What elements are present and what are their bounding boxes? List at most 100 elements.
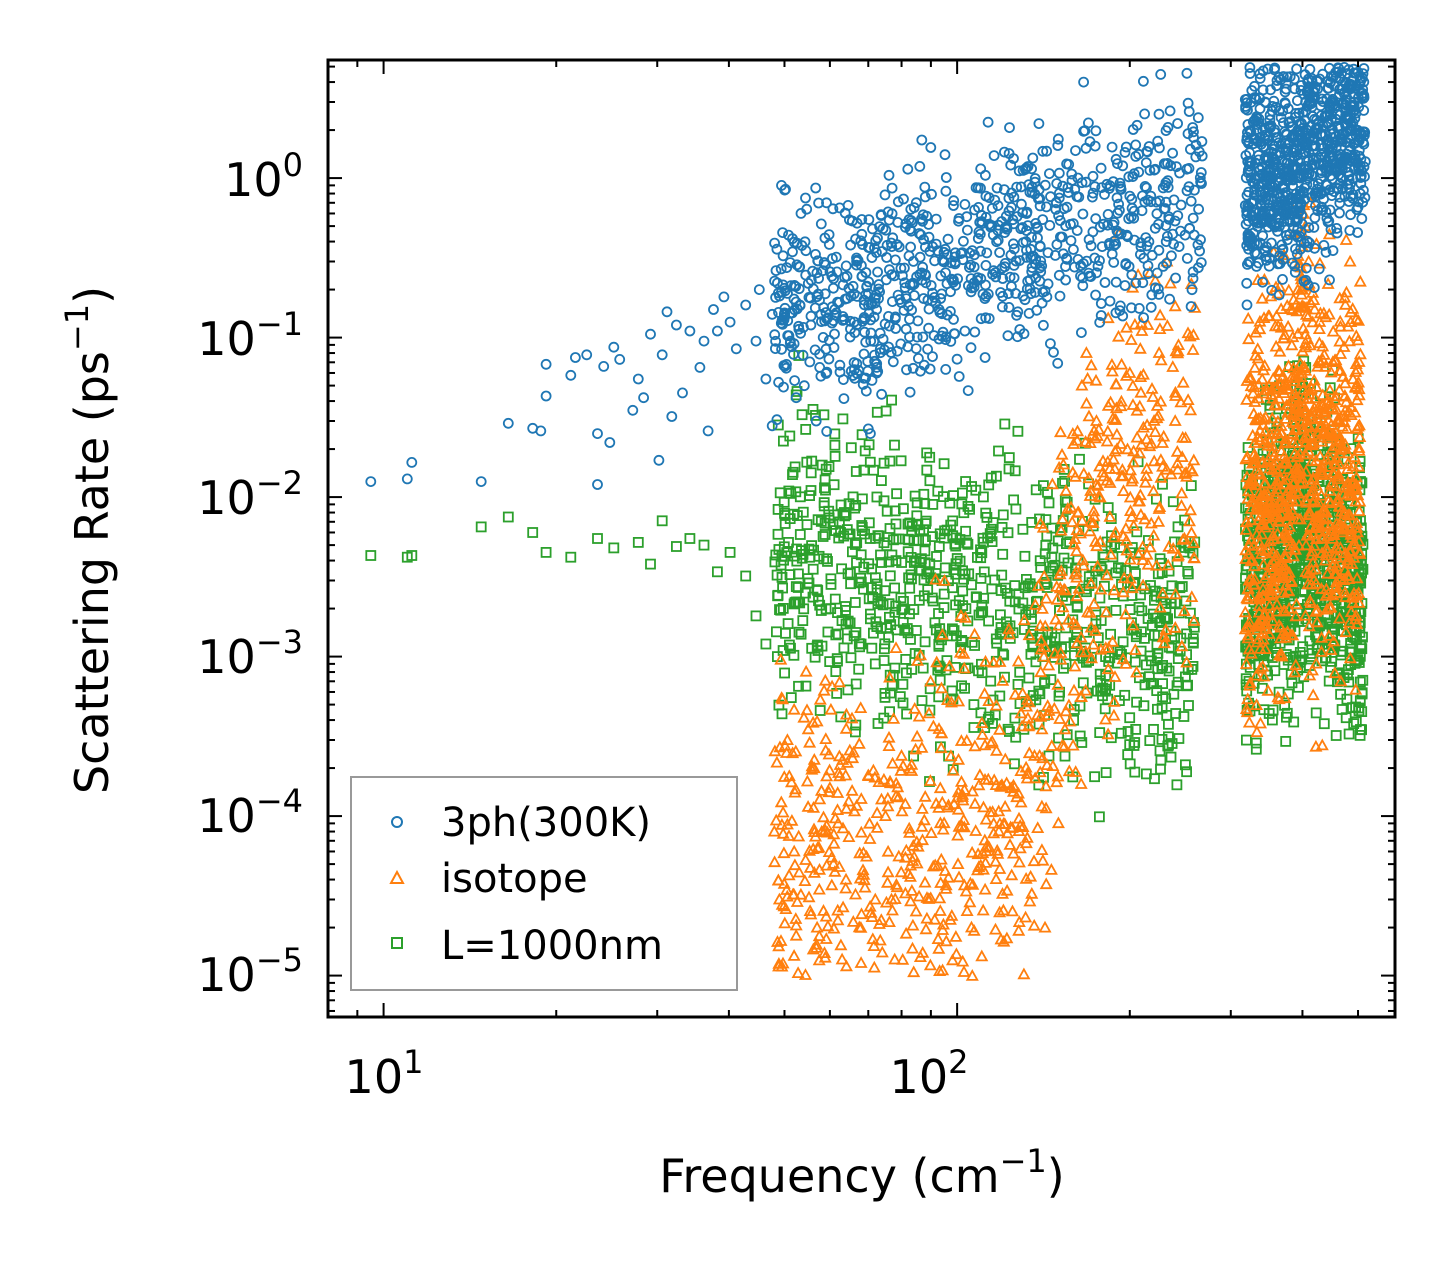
- data-point-isotope: [801, 722, 815, 735]
- data-point-3ph-300k: [1069, 184, 1081, 195]
- data-point-3ph-300k: [900, 221, 911, 233]
- data-point-isotope: [798, 968, 813, 980]
- data-point-3ph-300k: [656, 349, 668, 361]
- data-point-l-1000nm: [832, 655, 843, 667]
- data-point-l-1000nm: [1144, 735, 1156, 746]
- data-point-3ph-300k: [938, 246, 950, 258]
- data-point-isotope: [1168, 389, 1183, 401]
- data-point-isotope: [1039, 591, 1053, 604]
- data-point-l-1000nm: [1149, 773, 1160, 785]
- data-point-isotope: [1168, 620, 1182, 633]
- data-point-isotope: [1134, 370, 1148, 383]
- data-point-l-1000nm: [829, 439, 841, 451]
- data-point-isotope: [799, 853, 813, 865]
- data-point-3ph-300k: [1155, 69, 1167, 80]
- data-point-3ph-300k: [1135, 241, 1147, 253]
- data-point-3ph-300k: [1069, 261, 1080, 273]
- data-point-isotope: [1056, 600, 1070, 613]
- data-point-3ph-300k: [1164, 105, 1176, 117]
- data-point-isotope: [1306, 315, 1320, 328]
- data-point-3ph-300k: [898, 304, 910, 316]
- data-point-3ph-300k: [540, 358, 552, 370]
- data-point-3ph-300k: [959, 325, 971, 337]
- data-point-isotope: [825, 878, 839, 891]
- data-point-l-1000nm: [911, 497, 923, 509]
- data-point-isotope: [1148, 425, 1162, 438]
- data-point-isotope: [802, 844, 817, 856]
- data-point-isotope: [1338, 297, 1352, 310]
- data-point-l-1000nm: [966, 579, 977, 591]
- data-point-l-1000nm: [793, 626, 805, 638]
- data-point-isotope: [1152, 502, 1166, 514]
- data-point-l-1000nm: [875, 549, 886, 561]
- data-point-l-1000nm: [1094, 727, 1106, 738]
- data-point-l-1000nm: [1013, 603, 1025, 615]
- data-point-isotope: [1133, 341, 1147, 354]
- data-point-isotope: [1240, 393, 1254, 405]
- data-point-3ph-300k: [1254, 103, 1266, 115]
- data-point-l-1000nm: [978, 566, 990, 578]
- data-point-isotope: [989, 872, 1003, 884]
- data-point-3ph-300k: [1182, 97, 1194, 109]
- data-point-3ph-300k: [1020, 236, 1032, 248]
- data-point-3ph-300k: [997, 301, 1008, 313]
- data-point-l-1000nm: [502, 511, 514, 523]
- data-point-isotope: [1346, 372, 1360, 385]
- data-point-3ph-300k: [784, 257, 796, 269]
- data-point-isotope: [1241, 631, 1255, 644]
- data-point-3ph-300k: [1050, 203, 1062, 215]
- data-point-isotope: [1081, 371, 1095, 384]
- data-point-3ph-300k: [1019, 294, 1031, 306]
- data-point-l-1000nm: [839, 510, 851, 522]
- data-point-isotope: [1321, 431, 1335, 444]
- data-point-3ph-300k: [802, 277, 814, 289]
- data-point-3ph-300k: [859, 326, 870, 338]
- data-point-isotope: [913, 648, 928, 661]
- data-point-isotope: [1019, 910, 1033, 923]
- data-point-isotope: [1035, 722, 1049, 735]
- data-point-isotope: [906, 918, 920, 931]
- data-point-isotope: [1084, 620, 1098, 633]
- data-point-isotope: [1249, 668, 1263, 681]
- data-point-3ph-300k: [900, 218, 912, 230]
- data-point-l-1000nm: [924, 475, 936, 487]
- data-point-l-1000nm: [1130, 724, 1142, 735]
- data-point-isotope: [1054, 523, 1068, 536]
- data-point-l-1000nm: [671, 541, 682, 552]
- data-point-l-1000nm: [891, 488, 902, 500]
- data-point-isotope: [1244, 502, 1258, 514]
- data-point-l-1000nm: [921, 464, 933, 476]
- data-point-isotope: [1069, 564, 1083, 577]
- data-point-isotope: [1328, 393, 1342, 406]
- data-point-3ph-300k: [1120, 258, 1132, 269]
- data-point-isotope: [951, 752, 966, 765]
- data-point-isotope: [883, 776, 897, 789]
- data-point-isotope: [828, 811, 842, 824]
- data-point-3ph-300k: [828, 282, 839, 294]
- data-point-3ph-300k: [975, 182, 986, 194]
- data-point-isotope: [1270, 604, 1284, 617]
- data-point-l-1000nm: [1040, 577, 1052, 588]
- data-point-isotope: [1268, 319, 1282, 332]
- data-point-isotope: [1288, 665, 1302, 678]
- data-point-3ph-300k: [999, 146, 1010, 158]
- data-point-isotope: [1311, 359, 1325, 372]
- data-point-isotope: [1244, 472, 1258, 485]
- data-point-isotope: [1140, 547, 1154, 560]
- data-point-isotope: [1334, 347, 1348, 359]
- data-point-isotope: [850, 798, 864, 811]
- data-point-3ph-300k: [1034, 200, 1046, 212]
- data-point-3ph-300k: [1184, 223, 1195, 235]
- data-point-l-1000nm: [845, 652, 857, 664]
- data-point-isotope: [1334, 674, 1348, 687]
- data-point-l-1000nm: [1039, 678, 1050, 689]
- data-point-isotope: [1291, 512, 1305, 524]
- data-point-isotope: [1279, 550, 1293, 563]
- data-point-3ph-300k: [1181, 163, 1193, 175]
- data-point-isotope: [989, 743, 1004, 756]
- data-point-isotope: [1333, 334, 1347, 347]
- data-point-l-1000nm: [884, 570, 896, 582]
- data-point-3ph-300k: [1053, 210, 1064, 222]
- data-point-isotope: [1034, 642, 1048, 655]
- data-point-l-1000nm: [1052, 535, 1064, 547]
